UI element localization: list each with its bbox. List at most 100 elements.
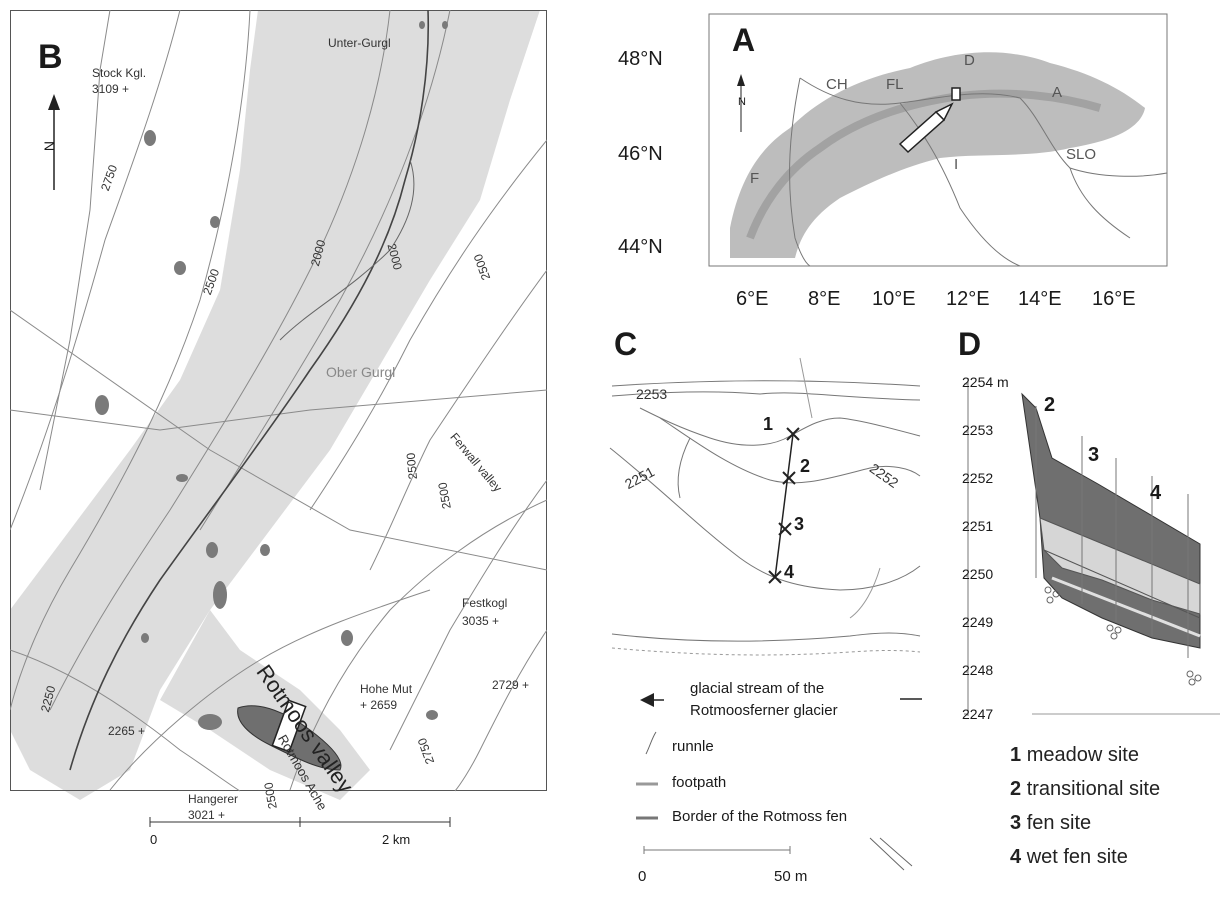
country-f: F [750,170,760,187]
lon-6: 6°E [736,288,769,310]
d-ytick-2248: 2248 [962,662,994,678]
site-legend-4: 4 wet fen site [1010,846,1128,869]
panel-a-svg [708,13,1168,267]
lon-12: 12°E [946,288,990,310]
elev-2729: 2729 + [492,678,530,692]
site-marker-3: 3 [794,514,805,534]
country-ch: CH [826,76,848,93]
d-ytick-2247: 2247 [962,706,994,722]
panel-d-letter: D [958,326,982,362]
site-legend-4-text: wet fen site [1026,846,1128,868]
country-borders [789,77,1168,267]
site-legend-2-text: transitional site [1026,778,1161,800]
gurgler-ache-stream [69,10,430,771]
contour-2253: 2253 [636,386,668,402]
lat-48: 48°N [618,48,663,70]
legend-footpath: footpath [672,774,727,791]
study-area-box [271,699,307,753]
contour-lines [10,10,547,792]
site-legend-4-num: 4 [1010,846,1022,868]
lon-10: 10°E [872,288,916,310]
stock-kogl-elev: 3109 + [92,82,130,96]
scale-bar-b [149,817,451,827]
country-i: I [954,156,959,173]
scale-bar-c [643,846,791,854]
lon-8: 8°E [808,288,841,310]
north-symbol-c [869,837,913,871]
north-label-a: N [738,96,746,108]
lakes [95,21,448,730]
d-ytick-2253: 2253 [962,422,994,438]
d-ytick-2252: 2252 [962,470,994,486]
fen-border [611,647,921,656]
site-legend-2-num: 2 [1010,778,1022,800]
panel-d-profile: D 2254 m 2253 2252 2251 2250 2249 2248 2… [952,318,1222,898]
north-arrow-a [737,74,745,132]
legend-symbols [636,693,922,820]
ober-gurgl-label: Ober Gurgl [326,364,396,380]
legend-fen-border: Border of the Rotmoss fen [672,808,848,825]
hohe-mut-label: Hohe Mut [360,682,413,696]
profile-label-2: 2 [1044,394,1056,416]
site-marker-4: 4 [784,562,795,582]
lon-14: 14°E [1018,288,1062,310]
lon-16: 16°E [1092,288,1136,310]
panel-b-letter: B [38,38,63,76]
country-fl: FL [886,76,904,93]
north-arrow [48,94,60,190]
runnle-lines [799,357,881,619]
profile-label-4: 4 [1150,482,1162,504]
profile-label-3: 3 [1088,444,1100,466]
valley-floor-area [10,10,540,800]
site-marker-2: 2 [800,456,811,476]
site-legend-3: 3 fen site [1010,812,1091,835]
festkogl-label: Festkogl [462,596,508,610]
country-a: A [1052,84,1063,101]
legend-stream-line2: Rotmoosferner glacier [690,702,838,719]
study-site-marker [951,87,961,101]
legend-stream-line1: glacial stream of the [690,680,825,697]
stock-kogl-label: Stock Kgl. [92,66,147,80]
panel-c-letter: C [614,326,638,362]
site-legend-3-num: 3 [1010,812,1022,834]
sediment-layers [1039,517,1201,615]
site-legend-1: 1 meadow site [1010,744,1139,767]
site-marker-1: 1 [763,414,774,434]
lat-46: 46°N [618,143,663,165]
site-legend-3-text: fen site [1026,812,1092,834]
scale-b-two-km: 2 km [382,832,411,847]
site-legend-2: 2 transitional site [1010,778,1160,801]
hangerer-label: Hangerer [188,792,239,806]
panel-a-letter: A [732,22,756,58]
scale-c-fifty: 50 m [774,868,808,885]
country-slo: SLO [1066,146,1097,163]
elev-2265: 2265 + [108,724,146,738]
scale-c-zero: 0 [638,868,647,885]
pointer-arrow [898,102,954,154]
panel-d-svg [964,378,1220,716]
site-legend-1-num: 1 [1010,744,1022,766]
peat-profile [1021,392,1201,649]
panel-b-svg [10,10,547,827]
d-ytick-2249: 2249 [962,614,994,630]
panel-b-map: B N Stock Kgl. 3109 + Unter-Gurgl Ober G… [10,10,547,865]
hohe-mut-elev: + 2659 [360,698,398,712]
scale-b-zero: 0 [150,832,158,847]
country-d: D [964,52,975,69]
site-legend-1-text: meadow site [1026,744,1139,766]
sample-circles [1044,586,1202,686]
panel-a-map: A N 48°N 46°N 44°N 6°E 8°E 10°E 12°E 14°… [600,8,1200,320]
lat-44: 44°N [618,236,663,258]
festkogl-elev: 3035 + [462,614,500,628]
core-lines [1035,406,1189,658]
unter-gurgl-label: Unter-Gurgl [328,36,391,50]
contour-2500-mid: 2500 [403,452,420,480]
panel-c-map: C 2253 2252 2251 1 2 3 4 glacial stream … [600,318,940,898]
alps-relief [730,52,1145,259]
transect [768,427,800,584]
y-ticks [964,383,968,715]
north-label-b: N [41,140,58,152]
hangerer-elev: 3021 + [188,808,226,822]
d-ytick-2254: 2254 m [962,374,1009,390]
panel-b-frame [10,10,547,791]
